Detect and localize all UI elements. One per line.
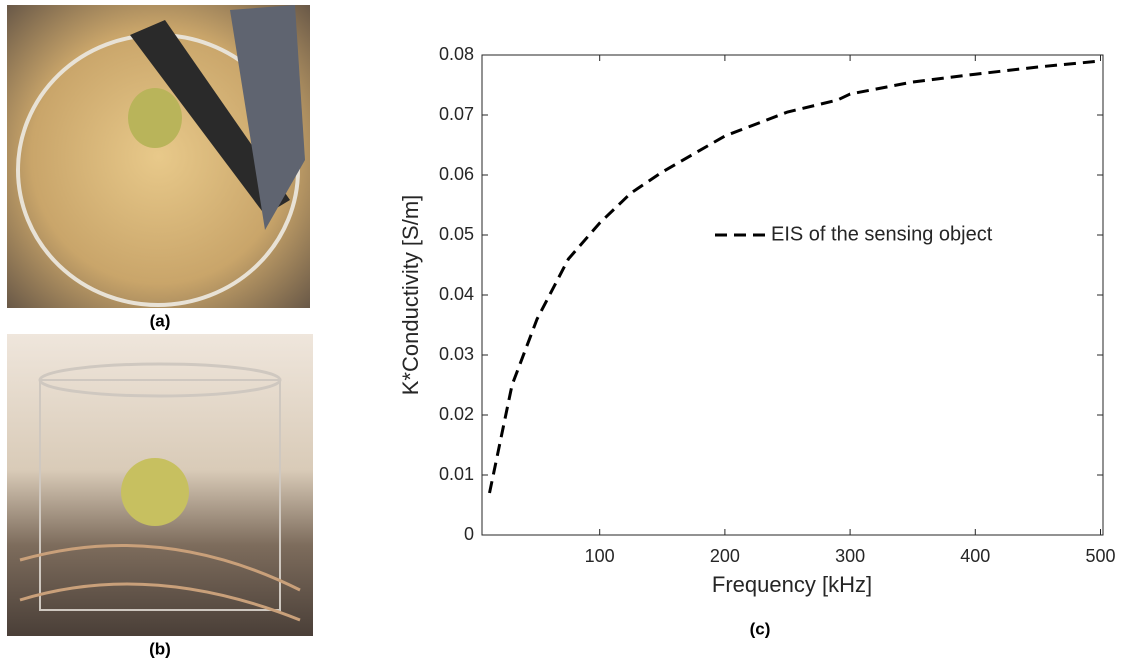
x-tick-label: 200 <box>710 546 740 566</box>
y-tick-label: 0.07 <box>439 104 474 124</box>
y-tick-label: 0.03 <box>439 344 474 364</box>
x-tick-label: 400 <box>960 546 990 566</box>
data-line <box>488 59 1101 494</box>
y-axis-label: K*Conductivity [S/m] <box>398 195 423 396</box>
y-tick-label: 0.04 <box>439 284 474 304</box>
x-tick-label: 100 <box>585 546 615 566</box>
panel-label: (b) <box>149 639 171 658</box>
legend-label: EIS of the sensing object <box>771 223 993 245</box>
photo-a <box>7 5 310 308</box>
photo-b <box>7 334 313 636</box>
y-tick-label: 0.02 <box>439 404 474 424</box>
panel-label: (c) <box>750 619 771 638</box>
panel-label: (a) <box>150 311 171 330</box>
y-tick-label: 0.01 <box>439 464 474 484</box>
y-tick-label: 0 <box>464 524 474 544</box>
x-axis-label: Frequency [kHz] <box>712 572 872 597</box>
y-tick-label: 0.08 <box>439 44 474 64</box>
plot-frame <box>481 54 1104 536</box>
y-tick-label: 0.05 <box>439 224 474 244</box>
y-tick-label: 0.06 <box>439 164 474 184</box>
x-tick-label: 300 <box>835 546 865 566</box>
x-tick-label: 500 <box>1085 546 1115 566</box>
